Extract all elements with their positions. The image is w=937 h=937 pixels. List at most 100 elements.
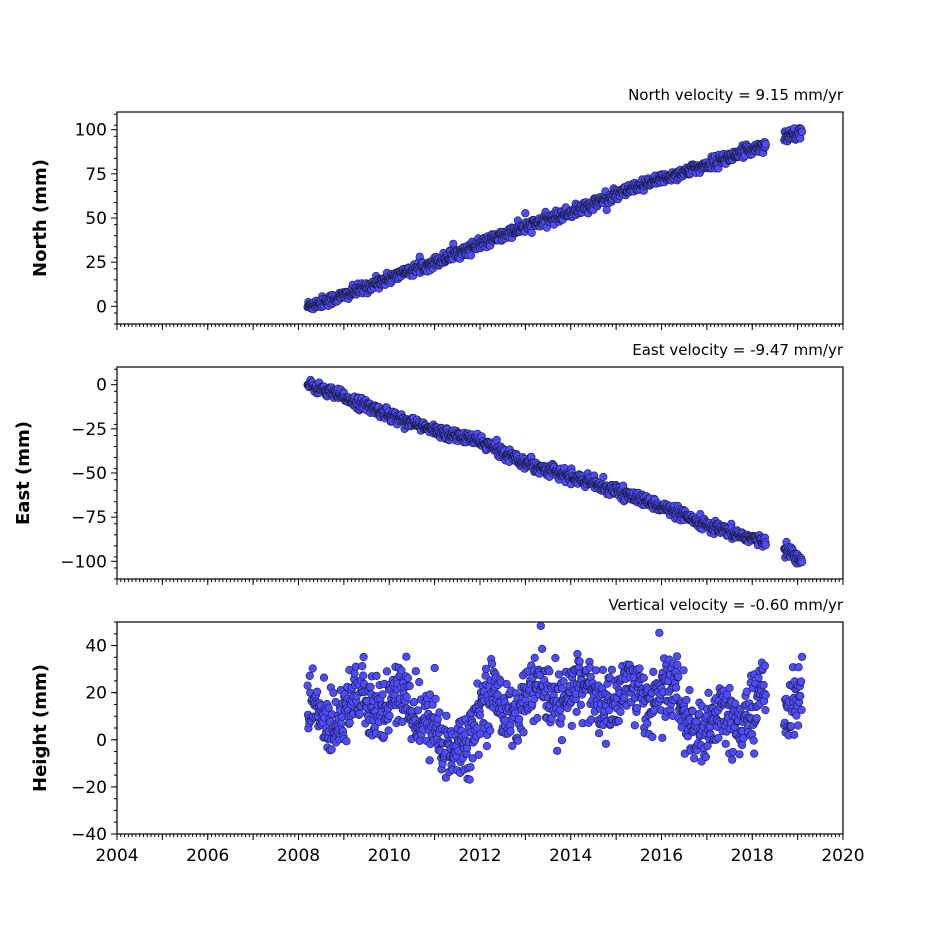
data-point bbox=[359, 652, 368, 662]
y-tick-label: −100 bbox=[60, 552, 107, 572]
y-tick-label: 100 bbox=[75, 121, 107, 141]
data-point bbox=[685, 685, 694, 695]
y-tick-label: −40 bbox=[71, 825, 107, 845]
chart-panel-1: East velocity = -9.47 mm/yr East (mm) 0 −25… bbox=[13, 341, 844, 585]
data-point bbox=[704, 688, 713, 698]
data-point bbox=[519, 728, 528, 737]
x-tick-label: 2012 bbox=[458, 846, 501, 866]
data-point bbox=[342, 737, 351, 746]
data-point bbox=[384, 726, 393, 735]
data-point bbox=[305, 671, 314, 681]
data-point bbox=[572, 707, 581, 716]
data-point bbox=[658, 733, 667, 742]
y-tick-label: 20 bbox=[85, 684, 107, 704]
y-tick-label: −25 bbox=[71, 420, 107, 440]
data-point bbox=[475, 711, 485, 720]
data-point bbox=[797, 557, 807, 567]
data-point bbox=[587, 715, 596, 724]
data-point bbox=[319, 673, 329, 682]
x-tick-label: 2008 bbox=[277, 846, 320, 866]
data-points bbox=[303, 375, 807, 568]
data-point bbox=[679, 666, 688, 675]
data-point bbox=[714, 733, 723, 743]
data-point bbox=[359, 671, 368, 680]
data-point bbox=[796, 691, 805, 701]
data-point bbox=[308, 664, 317, 673]
data-point bbox=[749, 736, 758, 745]
data-point bbox=[602, 206, 611, 215]
axes-frame bbox=[116, 366, 844, 580]
data-point bbox=[635, 664, 644, 673]
data-point bbox=[620, 693, 629, 703]
data-point bbox=[797, 127, 807, 136]
data-point bbox=[465, 775, 474, 784]
data-point bbox=[761, 705, 770, 715]
data-point bbox=[797, 705, 806, 715]
y-tick-label: −20 bbox=[71, 778, 107, 798]
data-point bbox=[537, 644, 547, 654]
data-point bbox=[378, 690, 387, 699]
data-point bbox=[481, 664, 491, 673]
data-point bbox=[752, 714, 761, 723]
data-point bbox=[435, 708, 444, 717]
data-point bbox=[553, 746, 562, 755]
data-point bbox=[725, 683, 734, 693]
data-point bbox=[760, 661, 770, 670]
data-point bbox=[313, 687, 322, 696]
data-point bbox=[787, 722, 796, 731]
y-tick-label: 50 bbox=[85, 209, 107, 229]
x-tick-label: 2006 bbox=[186, 846, 229, 866]
data-point bbox=[655, 628, 664, 637]
data-point bbox=[682, 695, 691, 705]
x-tick-label: 2014 bbox=[549, 846, 592, 866]
data-point bbox=[616, 707, 625, 716]
x-tick-label: 2016 bbox=[640, 846, 683, 866]
data-point bbox=[754, 673, 763, 682]
y-axis-label: Height (mm) bbox=[30, 664, 51, 792]
data-point bbox=[576, 700, 586, 709]
data-point bbox=[796, 677, 806, 686]
data-points bbox=[303, 124, 807, 314]
data-point bbox=[402, 692, 411, 702]
data-point bbox=[794, 663, 803, 672]
data-point bbox=[557, 736, 567, 745]
data-point bbox=[672, 652, 682, 661]
chart-panel-0: North velocity = 9.15 mm/yr North (mm) 0 25… bbox=[30, 86, 844, 330]
data-point bbox=[551, 653, 560, 663]
data-point bbox=[735, 750, 744, 759]
data-point bbox=[405, 681, 414, 691]
data-point bbox=[554, 670, 564, 679]
data-point bbox=[366, 682, 375, 692]
data-point bbox=[385, 711, 394, 720]
data-point bbox=[425, 756, 434, 765]
data-point bbox=[630, 721, 639, 730]
y-axis-label: East (mm) bbox=[13, 421, 34, 525]
data-point bbox=[690, 754, 699, 763]
data-point bbox=[591, 666, 601, 675]
data-point bbox=[403, 673, 413, 683]
data-point bbox=[599, 472, 608, 482]
data-point bbox=[649, 706, 659, 715]
data-point bbox=[521, 209, 530, 218]
data-point bbox=[530, 653, 539, 663]
data-point bbox=[442, 711, 451, 720]
data-point bbox=[382, 667, 392, 676]
data-point bbox=[527, 228, 536, 237]
x-tick-label: 2004 bbox=[95, 846, 138, 866]
data-point bbox=[402, 652, 411, 661]
data-point bbox=[345, 718, 354, 727]
data-point bbox=[567, 721, 576, 731]
data-point bbox=[488, 659, 497, 669]
data-point bbox=[761, 540, 770, 549]
data-point bbox=[737, 740, 747, 750]
data-point bbox=[486, 726, 495, 735]
y-axis-label: North (mm) bbox=[30, 159, 51, 277]
data-point bbox=[413, 706, 423, 715]
data-points bbox=[303, 621, 807, 784]
data-point bbox=[703, 741, 712, 751]
data-point bbox=[358, 661, 367, 671]
data-point bbox=[536, 621, 545, 631]
data-point bbox=[533, 713, 542, 723]
data-point bbox=[329, 688, 338, 697]
data-point bbox=[559, 677, 568, 686]
